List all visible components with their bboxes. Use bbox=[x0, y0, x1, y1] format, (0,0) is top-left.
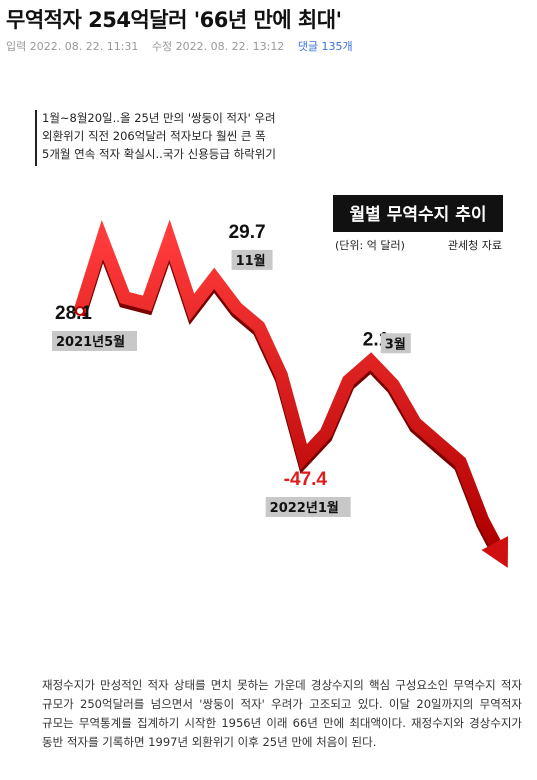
category-label-box bbox=[231, 249, 273, 270]
category-label: 2021년5월 bbox=[56, 334, 125, 350]
summary-line: 외환위기 직전 206억달러 적자보다 훨씬 큰 폭 bbox=[42, 129, 266, 143]
summary-line: 1월~8월20일..올 25년 만의 '쌍둥이 적자' 우려 bbox=[42, 111, 276, 125]
comments-link[interactable]: 댓글 135개 bbox=[297, 40, 353, 53]
series-line bbox=[73, 219, 501, 547]
published-timestamp: 입력 2022. 08. 22. 11:31 bbox=[6, 40, 139, 53]
chart-title-box bbox=[333, 195, 503, 232]
article-meta: 입력 2022. 08. 22. 11:31 수정 2022. 08. 22. … bbox=[6, 38, 363, 54]
data-label: 28.1 bbox=[55, 303, 92, 324]
summary-accent-bar bbox=[35, 110, 37, 166]
series-start-point bbox=[75, 306, 85, 317]
chart-source: 관세청 자료 bbox=[448, 239, 502, 252]
trade-balance-chart: 1월~8월20일..올 25년 만의 '쌍둥이 적자' 우려 외환위기 직전 2… bbox=[35, 110, 509, 568]
chart-unit: (단위: 억 달러) bbox=[335, 239, 405, 252]
data-label: -47.4 bbox=[284, 469, 328, 490]
chart-title: 월별 무역수지 추이 bbox=[350, 205, 487, 225]
data-label: 29.7 bbox=[229, 222, 266, 243]
category-label-box bbox=[265, 496, 351, 517]
updated-timestamp: 수정 2022. 08. 22. 13:12 bbox=[151, 40, 285, 53]
summary-line: 5개월 연속 적자 확실시..국가 신용등급 하락위기 bbox=[42, 147, 276, 161]
category-label: 2022년1월 bbox=[270, 500, 339, 516]
series-arrowhead bbox=[481, 536, 509, 568]
category-label-box bbox=[380, 333, 411, 354]
category-label-box bbox=[52, 331, 137, 352]
category-label: 3월 bbox=[385, 336, 406, 352]
category-label: 11월 bbox=[236, 253, 266, 269]
article-body: 재정수지가 만성적인 적자 상태를 면치 못하는 가운데 경상수지의 핵심 구성… bbox=[42, 678, 522, 749]
article-headline: 무역적자 254억달러 '66년 만에 최대' bbox=[6, 8, 342, 32]
